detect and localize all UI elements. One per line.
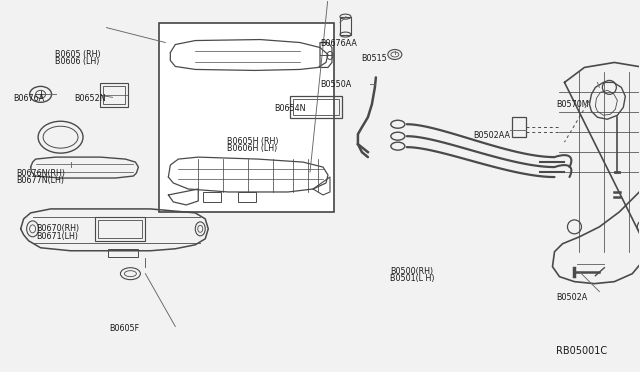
Bar bbox=[100, 83, 129, 107]
Text: B0605 (RH): B0605 (RH) bbox=[55, 50, 100, 59]
Text: B0550A: B0550A bbox=[320, 80, 351, 89]
Bar bbox=[204, 192, 221, 202]
Text: B0670(RH): B0670(RH) bbox=[36, 224, 79, 233]
Bar bbox=[159, 23, 334, 212]
Bar bbox=[108, 249, 138, 257]
Text: B0677N(LH): B0677N(LH) bbox=[17, 176, 65, 185]
Text: B0502AA: B0502AA bbox=[473, 131, 510, 141]
Text: B0676AA: B0676AA bbox=[320, 39, 357, 48]
Text: B0501(L H): B0501(L H) bbox=[390, 274, 435, 283]
Bar bbox=[238, 192, 256, 202]
Text: B0676N(RH): B0676N(RH) bbox=[17, 169, 66, 177]
Text: B0606 (LH): B0606 (LH) bbox=[55, 57, 99, 66]
Text: B0605F: B0605F bbox=[109, 324, 140, 333]
Text: B0654N: B0654N bbox=[274, 104, 305, 113]
Ellipse shape bbox=[391, 132, 405, 140]
Bar bbox=[511, 117, 525, 137]
Bar bbox=[104, 86, 125, 104]
Text: B0500(RH): B0500(RH) bbox=[390, 267, 433, 276]
Text: RB05001C: RB05001C bbox=[556, 346, 607, 356]
Bar bbox=[340, 17, 351, 35]
Ellipse shape bbox=[391, 142, 405, 150]
Text: B0515: B0515 bbox=[362, 54, 387, 62]
Text: B0676A: B0676A bbox=[13, 94, 45, 103]
Text: B0605H (RH): B0605H (RH) bbox=[227, 137, 279, 146]
Text: B0606H (LH): B0606H (LH) bbox=[227, 144, 278, 153]
Text: B0570M: B0570M bbox=[556, 100, 589, 109]
Bar bbox=[293, 99, 339, 115]
Bar bbox=[290, 96, 342, 118]
Text: B0652N: B0652N bbox=[74, 94, 106, 103]
Text: B0671(LH): B0671(LH) bbox=[36, 231, 78, 241]
Bar bbox=[99, 220, 142, 238]
Text: B0502A: B0502A bbox=[556, 293, 588, 302]
Ellipse shape bbox=[391, 120, 405, 128]
Bar bbox=[95, 217, 145, 241]
